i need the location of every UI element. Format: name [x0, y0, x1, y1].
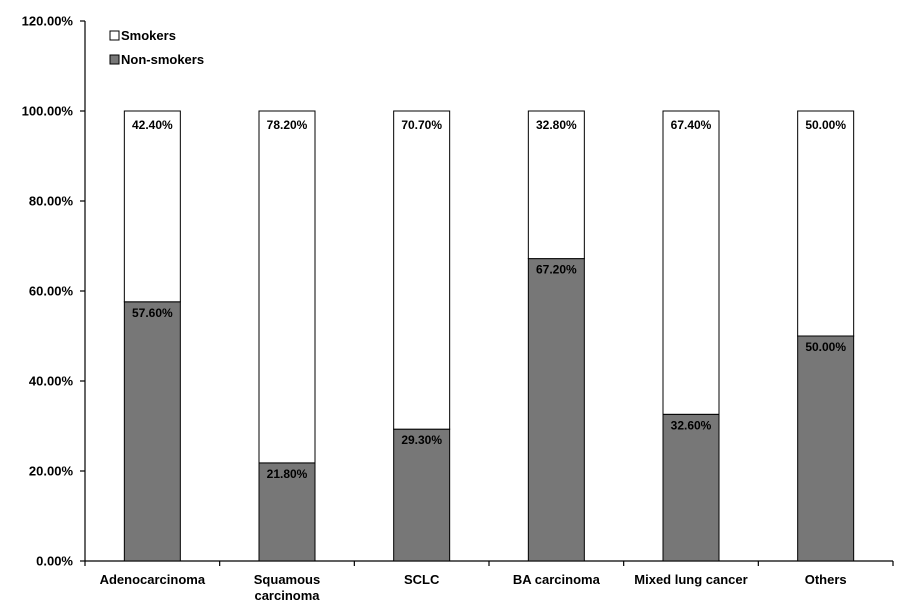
data-label-smokers: 78.20% — [267, 118, 308, 132]
y-tick-label: 0.00% — [36, 554, 73, 569]
chart-bars — [123, 110, 855, 562]
data-label-non-smokers: 29.30% — [401, 433, 442, 447]
bar-smokers — [258, 110, 316, 464]
bar-non-smokers — [258, 462, 316, 562]
x-tick-label: Mixed lung cancer — [634, 572, 747, 587]
x-tick-label: carcinoma — [254, 588, 320, 602]
chart-data-labels: 57.60% 42.40% 21.80% 78.20% 29.30% 70.70% 67.2… — [132, 118, 846, 481]
chart-axes: 0.00% 20.00% 40.00% 60.00% 80.00% 100.00% 120.… — [22, 14, 894, 569]
data-label-smokers: 50.00% — [805, 118, 846, 132]
bar-smokers — [797, 110, 855, 337]
legend-swatch — [109, 30, 120, 41]
data-label-non-smokers: 57.60% — [132, 306, 173, 320]
x-tick-label: BA carcinoma — [513, 572, 601, 587]
data-label-non-smokers: 50.00% — [805, 340, 846, 354]
x-tick-label: Others — [805, 572, 847, 587]
legend-label: Non-smokers — [121, 52, 204, 67]
data-label-non-smokers: 32.60% — [671, 418, 712, 432]
data-label-smokers: 32.80% — [536, 118, 577, 132]
y-tick-label: 20.00% — [29, 464, 74, 479]
data-label-smokers: 70.70% — [401, 118, 442, 132]
legend-label: Smokers — [121, 28, 176, 43]
x-tick-label: SCLC — [404, 572, 440, 587]
data-label-non-smokers: 21.80% — [267, 467, 308, 481]
chart-legend: Smokers Non-smokers — [109, 28, 204, 67]
data-label-smokers: 67.40% — [671, 118, 712, 132]
legend-swatch — [109, 54, 120, 65]
x-tick-label: Squamous — [254, 572, 320, 587]
x-tick-label: Adenocarcinoma — [100, 572, 206, 587]
y-tick-label: 60.00% — [29, 284, 74, 299]
y-tick-label: 120.00% — [22, 14, 74, 29]
data-label-non-smokers: 67.20% — [536, 263, 577, 277]
data-label-smokers: 42.40% — [132, 118, 173, 132]
bar-smokers — [527, 110, 585, 260]
bar-non-smokers — [797, 335, 855, 562]
bar-smokers — [393, 110, 451, 430]
bar-non-smokers — [123, 301, 181, 562]
bar-non-smokers — [393, 428, 451, 562]
y-tick-label: 40.00% — [29, 374, 74, 389]
bar-non-smokers — [527, 258, 585, 562]
y-tick-label: 100.00% — [22, 104, 74, 119]
y-tick-label: 80.00% — [29, 194, 74, 209]
bar-smokers — [662, 110, 720, 415]
bar-non-smokers — [662, 413, 720, 562]
bar-smokers — [123, 110, 181, 303]
